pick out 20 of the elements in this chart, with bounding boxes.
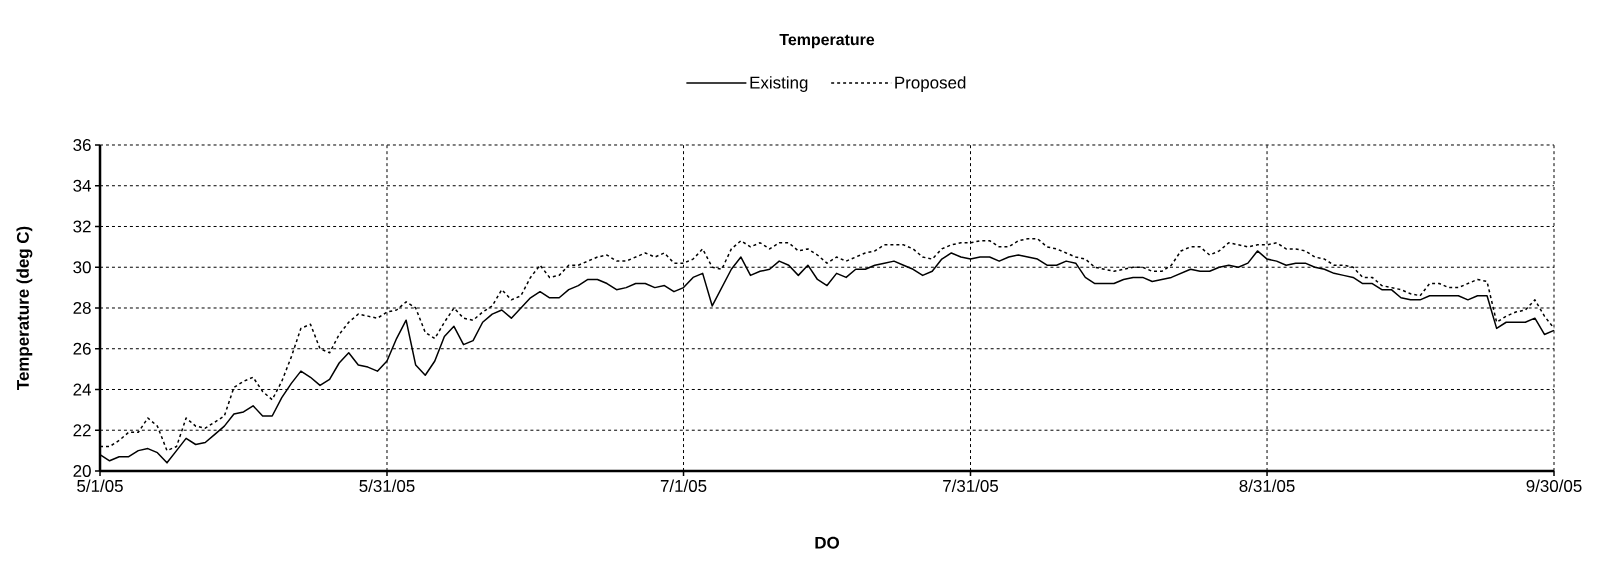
y-tick-label: 28: [73, 301, 91, 314]
y-tick-label: 30: [73, 261, 91, 274]
y-tick-label: 22: [73, 424, 91, 437]
chart-title: Temperature: [779, 34, 875, 49]
legend-label: Existing: [750, 76, 808, 92]
x-tick-label: 8/31/05: [1239, 479, 1295, 492]
x-tick-label: 7/1/05: [660, 479, 707, 492]
y-tick-label: 20: [73, 464, 91, 477]
y-tick-label: 24: [73, 383, 91, 396]
y-axis-title: Temperature (deg C): [16, 226, 33, 390]
x-axis-title: DO: [815, 536, 840, 549]
y-tick-label: 34: [73, 179, 91, 192]
y-tick-label: 32: [73, 220, 91, 233]
x-tick-label: 7/31/05: [943, 479, 999, 492]
y-tick-label: 36: [73, 138, 91, 151]
x-tick-label: 5/31/05: [359, 479, 415, 492]
y-tick-label: 26: [73, 342, 91, 355]
legend-label: Proposed: [895, 76, 966, 92]
x-tick-label: 5/1/05: [77, 479, 123, 492]
x-tick-label: 9/30/05: [1526, 479, 1582, 492]
